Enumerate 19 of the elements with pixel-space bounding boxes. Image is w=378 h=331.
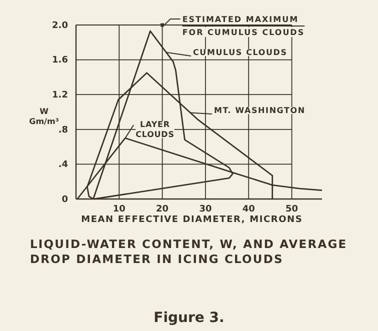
annotation: ESTIMATED MAXIMUM FOR CUMULUS CLOUDS: [182, 15, 305, 37]
x-tick-label: 50: [286, 204, 298, 214]
y-axis-title: W Gm/m³: [29, 107, 60, 126]
text: LIQUID-WATER CONTENT, W, AND AVERAGE DROP DIAMETER IN ICING CLOUDS: [30, 237, 348, 266]
y-tick-label: 1.2: [52, 90, 68, 100]
y-tick-label: .4: [58, 160, 68, 170]
legend-label: CUMULUS CLOUDS: [193, 48, 288, 57]
y-tick-label: 2.0: [52, 20, 68, 31]
x-tick-label: 10: [112, 204, 126, 214]
y-tick-label: .8: [58, 125, 68, 136]
x-axis-title: MEAN EFFECTIVE DIAMETER, MICRONS: [81, 215, 303, 225]
x-tick-label: 40: [242, 204, 255, 214]
y-tick-label: 0: [62, 194, 68, 205]
x-tick-label: 20: [156, 204, 169, 214]
series-label: LAYER CLOUDS: [136, 120, 174, 139]
caption: Figure 3.: [154, 310, 224, 326]
x-tick-label: 30: [199, 204, 212, 214]
y-tick-label: 1.6: [52, 56, 68, 66]
legend-label: MT. WASHINGTON: [214, 106, 306, 115]
